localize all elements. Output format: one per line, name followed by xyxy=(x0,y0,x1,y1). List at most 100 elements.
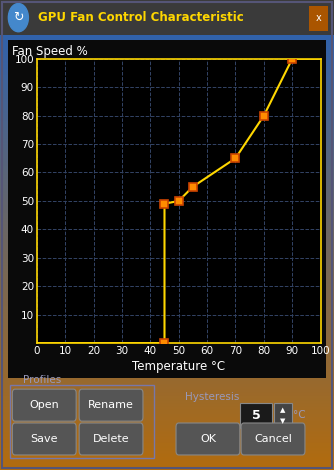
Bar xyxy=(0,60,334,61)
Bar xyxy=(0,180,334,182)
Bar xyxy=(0,34,334,36)
Bar xyxy=(0,175,334,177)
Bar xyxy=(0,187,334,188)
Bar xyxy=(0,208,334,210)
Bar xyxy=(0,370,334,371)
Bar xyxy=(0,19,334,20)
Bar xyxy=(0,116,334,118)
Bar xyxy=(0,338,334,340)
Bar xyxy=(0,451,334,453)
Bar xyxy=(0,166,334,168)
Bar xyxy=(0,69,334,70)
Bar xyxy=(0,252,334,254)
Bar xyxy=(0,332,334,334)
Bar xyxy=(0,409,334,410)
Bar xyxy=(0,31,334,33)
Bar xyxy=(0,382,334,384)
Bar xyxy=(0,431,334,432)
Bar xyxy=(0,147,334,149)
FancyBboxPatch shape xyxy=(79,423,143,455)
Bar xyxy=(0,367,334,368)
Bar xyxy=(0,265,334,266)
Bar xyxy=(0,13,334,14)
Bar xyxy=(0,461,334,462)
Bar xyxy=(0,80,334,81)
Text: Delete: Delete xyxy=(93,434,129,444)
Bar xyxy=(0,269,334,271)
Bar xyxy=(0,434,334,436)
Bar xyxy=(0,58,334,60)
Bar xyxy=(0,357,334,359)
FancyBboxPatch shape xyxy=(12,389,76,421)
Bar xyxy=(0,215,334,216)
Bar xyxy=(0,346,334,348)
Bar xyxy=(0,375,334,376)
Bar xyxy=(0,423,334,424)
Bar xyxy=(0,302,334,304)
Bar xyxy=(0,288,334,290)
Bar xyxy=(0,202,334,204)
Bar xyxy=(0,432,334,434)
Bar xyxy=(0,53,334,55)
Bar xyxy=(0,287,334,288)
Bar xyxy=(0,454,334,456)
Bar xyxy=(0,122,334,124)
Bar xyxy=(0,313,334,315)
Bar xyxy=(0,376,334,377)
Bar xyxy=(0,328,334,329)
Bar xyxy=(0,5,334,6)
Bar xyxy=(0,403,334,404)
Bar xyxy=(0,142,334,144)
Bar xyxy=(0,410,334,412)
Bar xyxy=(0,293,334,295)
Bar xyxy=(0,48,334,50)
Bar xyxy=(0,238,334,240)
Bar xyxy=(0,352,334,354)
Bar xyxy=(0,111,334,113)
Bar xyxy=(240,403,272,428)
Bar xyxy=(0,309,334,310)
Bar xyxy=(0,400,334,401)
Bar xyxy=(0,125,334,127)
Bar xyxy=(0,249,334,251)
Bar xyxy=(0,277,334,279)
Bar xyxy=(0,462,334,464)
Bar xyxy=(0,124,334,125)
Bar xyxy=(0,260,334,262)
Bar xyxy=(0,0,334,35)
Bar xyxy=(0,412,334,414)
Bar xyxy=(0,241,334,243)
Text: ↻: ↻ xyxy=(13,11,24,24)
Text: Save: Save xyxy=(30,434,58,444)
Bar xyxy=(0,222,334,224)
Bar xyxy=(0,93,334,94)
Bar xyxy=(0,429,334,431)
Text: ▼: ▼ xyxy=(280,418,286,424)
Bar xyxy=(0,363,334,365)
X-axis label: Temperature °C: Temperature °C xyxy=(132,360,225,373)
Bar xyxy=(0,81,334,83)
Bar xyxy=(0,108,334,110)
Bar xyxy=(0,155,334,157)
Bar xyxy=(0,262,334,263)
Bar xyxy=(0,393,334,395)
Bar xyxy=(0,340,334,342)
Bar xyxy=(0,39,334,41)
Bar xyxy=(0,78,334,80)
Bar xyxy=(0,121,334,122)
Bar xyxy=(0,359,334,360)
Bar xyxy=(0,201,334,202)
Bar xyxy=(0,205,334,207)
Bar xyxy=(0,457,334,459)
Bar xyxy=(0,351,334,352)
Bar xyxy=(0,17,334,19)
Bar xyxy=(0,107,334,108)
Bar xyxy=(0,168,334,169)
Bar xyxy=(0,356,334,357)
Bar xyxy=(0,329,334,330)
Bar xyxy=(0,42,334,44)
Bar xyxy=(0,443,334,445)
Bar xyxy=(0,136,334,138)
Bar xyxy=(0,97,334,99)
Bar xyxy=(0,442,334,443)
